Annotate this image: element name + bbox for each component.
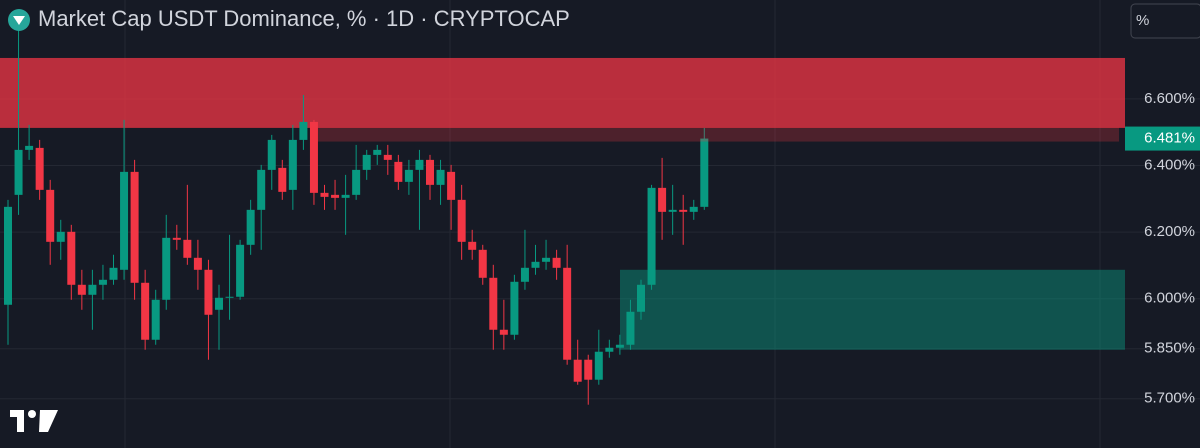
candle-body (689, 206, 698, 212)
zone (620, 269, 1125, 350)
candle-body (331, 194, 340, 198)
candle-body (426, 159, 434, 185)
candle-body (447, 171, 456, 200)
candle-body (499, 329, 508, 335)
candle-body (46, 189, 55, 242)
candles (4, 24, 1119, 405)
candle-body (225, 296, 234, 298)
logo-part (28, 410, 36, 418)
candle-body (215, 297, 223, 310)
unit-label: % (1136, 12, 1149, 29)
zones (0, 57, 1125, 350)
candle-body (679, 209, 688, 212)
logo-part (39, 410, 58, 432)
candle-body (151, 299, 160, 340)
candle-body (468, 241, 477, 250)
zone (0, 57, 1125, 128)
candle-body (56, 231, 65, 242)
candle-body (383, 154, 392, 160)
candle-body (584, 359, 593, 380)
candle-body (130, 171, 139, 283)
candle-body (236, 244, 245, 297)
candle-body (341, 194, 350, 198)
candle-body (531, 261, 540, 268)
candle-body (373, 149, 382, 155)
candle-body (320, 192, 329, 197)
candle-body (77, 284, 86, 295)
candle-body (25, 145, 34, 150)
candle-body (141, 282, 150, 340)
candle-body (67, 231, 76, 285)
candle-body (626, 311, 635, 345)
last-price-box (1125, 126, 1200, 151)
candle-body (658, 187, 667, 212)
candle-body (573, 359, 582, 382)
candle-body (415, 159, 424, 170)
candle-body (309, 121, 318, 193)
candle-body (246, 209, 255, 245)
last-price-label: 6.481% (1144, 130, 1195, 147)
candle-body (404, 169, 413, 182)
symbol-icon-glyph (13, 16, 25, 25)
y-tick-label: 6.600% (1144, 90, 1195, 107)
last-price-band (310, 127, 1119, 142)
candle-body (98, 279, 107, 285)
candle-body (162, 237, 171, 300)
price-axis: 6.600% 6.400% 6.200% 6.000% 5.850% 5.700% 6.48… (1125, 90, 1200, 407)
candle-body (489, 277, 498, 330)
candle-body (204, 269, 213, 315)
candle-body (14, 149, 23, 195)
candle-body (88, 284, 97, 295)
candle-body (288, 139, 297, 190)
candle-body (478, 249, 487, 278)
candle-body (257, 169, 266, 210)
candle-body (172, 237, 181, 240)
candle-body (647, 187, 656, 285)
candle-body (183, 239, 192, 258)
candle-body (637, 284, 645, 312)
logo-part (17, 410, 24, 432)
candle-body (542, 257, 551, 262)
candle-body (457, 199, 466, 242)
y-tick-label: 6.400% (1144, 157, 1195, 174)
candle-body (436, 169, 445, 185)
candle-body (520, 267, 529, 282)
candle-body (594, 351, 603, 380)
y-tick-label: 6.000% (1144, 290, 1195, 307)
candle-body (352, 169, 361, 195)
candle-body (267, 139, 276, 170)
candle-body (700, 138, 709, 207)
y-tick-label: 5.700% (1144, 390, 1195, 407)
candle-body (394, 161, 403, 182)
candle-body (278, 167, 287, 192)
candle-body (615, 344, 624, 348)
y-tick-label: 5.850% (1144, 340, 1195, 357)
grid (0, 98, 1200, 400)
tradingview-logo (10, 410, 58, 432)
candle-body (510, 281, 519, 335)
candle-body (668, 209, 677, 212)
candle-body (605, 347, 614, 352)
unit-box[interactable] (1130, 3, 1200, 39)
candle-body (563, 267, 572, 360)
candle-body (4, 206, 12, 305)
candle-body (109, 267, 118, 280)
candle-body (362, 154, 371, 170)
y-tick-label: 6.200% (1144, 223, 1195, 240)
candle-body (299, 121, 308, 140)
candle-body (552, 257, 561, 268)
candle-body (120, 171, 129, 270)
candle-body (193, 257, 202, 270)
candle-body (35, 147, 44, 190)
chart-title: Market Cap USDT Dominance, % · 1D · CRYP… (38, 6, 570, 31)
